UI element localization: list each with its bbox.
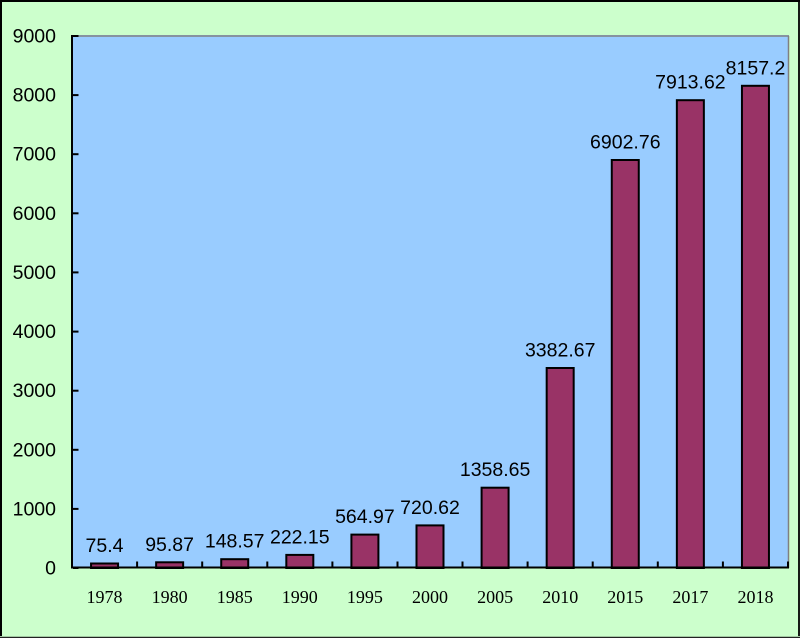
svg-text:1995: 1995: [347, 587, 383, 607]
svg-text:7000: 7000: [13, 144, 57, 166]
svg-text:1990: 1990: [282, 587, 318, 607]
svg-text:1985: 1985: [217, 587, 253, 607]
svg-text:2000: 2000: [13, 439, 57, 461]
svg-text:3000: 3000: [13, 380, 57, 402]
svg-text:1980: 1980: [152, 587, 188, 607]
svg-text:0: 0: [45, 558, 56, 580]
svg-text:4000: 4000: [13, 321, 57, 343]
svg-text:8000: 8000: [13, 85, 57, 107]
svg-text:2005: 2005: [477, 587, 513, 607]
svg-text:7913.62: 7913.62: [655, 72, 726, 94]
svg-text:3382.67: 3382.67: [525, 340, 596, 362]
svg-text:2000: 2000: [412, 587, 448, 607]
svg-text:222.15: 222.15: [270, 526, 330, 548]
svg-text:720.62: 720.62: [400, 497, 460, 519]
svg-text:8157.2: 8157.2: [726, 57, 786, 79]
svg-text:2017: 2017: [672, 587, 708, 607]
svg-text:6000: 6000: [13, 203, 57, 225]
svg-text:2010: 2010: [542, 587, 578, 607]
svg-text:1358.65: 1358.65: [460, 459, 531, 481]
svg-text:9000: 9000: [13, 26, 57, 48]
svg-text:5000: 5000: [13, 262, 57, 284]
svg-text:2018: 2018: [738, 587, 774, 607]
svg-text:148.57: 148.57: [205, 531, 265, 553]
svg-text:1978: 1978: [87, 587, 123, 607]
svg-text:95.87: 95.87: [145, 534, 194, 556]
svg-text:75.4: 75.4: [86, 535, 124, 557]
svg-text:1000: 1000: [13, 498, 57, 520]
svg-text:2015: 2015: [607, 587, 643, 607]
svg-text:6902.76: 6902.76: [590, 132, 661, 154]
svg-text:564.97: 564.97: [335, 506, 395, 528]
